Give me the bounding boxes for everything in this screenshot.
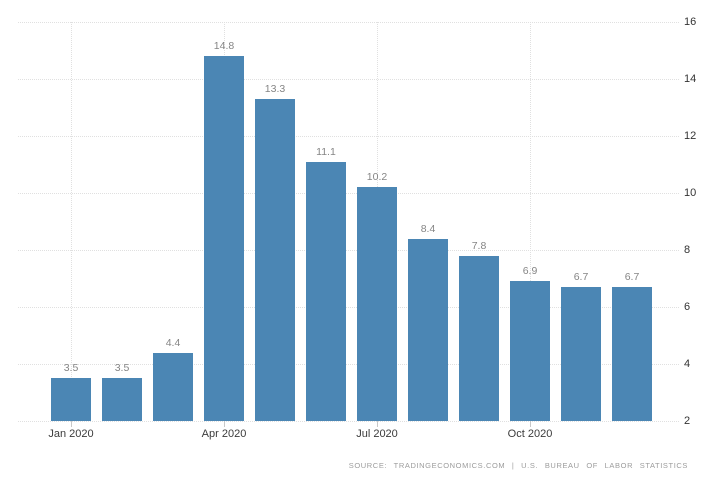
- bar-value-label: 6.7: [624, 271, 640, 284]
- bar-may-2020[interactable]: [255, 98, 295, 421]
- bar-jan-2020[interactable]: [51, 378, 91, 421]
- y-axis-tick-label: 10: [684, 187, 697, 199]
- y-gridline: [18, 307, 679, 308]
- y-gridline: [18, 193, 679, 194]
- bar-mar-2020[interactable]: [153, 352, 193, 421]
- bar-jul-2020[interactable]: [357, 187, 397, 421]
- y-axis-tick-label: 2: [684, 415, 691, 427]
- bar-feb-2020[interactable]: [102, 378, 142, 421]
- x-axis-tick-label: Apr 2020: [201, 428, 247, 440]
- bar-value-label: 6.7: [573, 271, 589, 284]
- bar-value-label: 11.1: [316, 145, 336, 158]
- x-gridline: [71, 22, 72, 421]
- bar-value-label: 3.5: [114, 362, 130, 375]
- bar-value-label: 8.4: [420, 222, 436, 235]
- x-axis-tick-mark: [530, 421, 531, 427]
- y-gridline: [18, 364, 679, 365]
- y-gridline: [18, 22, 679, 23]
- x-axis-tick-label: Jul 2020: [356, 428, 398, 440]
- y-gridline: [18, 250, 679, 251]
- bar-value-label: 3.5: [63, 362, 79, 375]
- bar-value-label: 13.3: [264, 82, 286, 95]
- y-gridline: [18, 421, 679, 422]
- y-axis-tick-label: 4: [684, 358, 691, 370]
- bar-oct-2020[interactable]: [510, 281, 550, 421]
- y-axis-tick-label: 12: [684, 130, 697, 142]
- y-axis-tick-label: 16: [684, 16, 697, 28]
- bar-value-label: 10.2: [366, 171, 388, 184]
- bar-apr-2020[interactable]: [204, 56, 244, 421]
- x-axis-tick-mark: [71, 421, 72, 427]
- y-gridline: [18, 79, 679, 80]
- x-axis-tick-label: Oct 2020: [507, 428, 553, 440]
- bar-dec-2020[interactable]: [612, 287, 652, 421]
- bar-value-label: 4.4: [165, 336, 181, 349]
- bar-nov-2020[interactable]: [561, 287, 601, 421]
- y-gridline: [18, 136, 679, 137]
- y-axis-tick-label: 6: [684, 301, 691, 313]
- y-axis-tick-label: 8: [684, 244, 691, 256]
- x-axis-tick-mark: [224, 421, 225, 427]
- source-attribution: SOURCE: TRADINGECONOMICS.COM | U.S. BURE…: [348, 461, 688, 470]
- bar-value-label: 6.9: [522, 265, 538, 278]
- y-axis-tick-label: 14: [684, 73, 697, 85]
- bar-jun-2020[interactable]: [306, 161, 346, 421]
- x-axis-tick-mark: [377, 421, 378, 427]
- x-axis-tick-label: Jan 2020: [48, 428, 94, 440]
- bar-value-label: 14.8: [213, 40, 235, 53]
- bar-value-label: 7.8: [471, 239, 487, 252]
- bar-aug-2020[interactable]: [408, 238, 448, 421]
- bar-sep-2020[interactable]: [459, 255, 499, 421]
- x-gridline: [530, 22, 531, 421]
